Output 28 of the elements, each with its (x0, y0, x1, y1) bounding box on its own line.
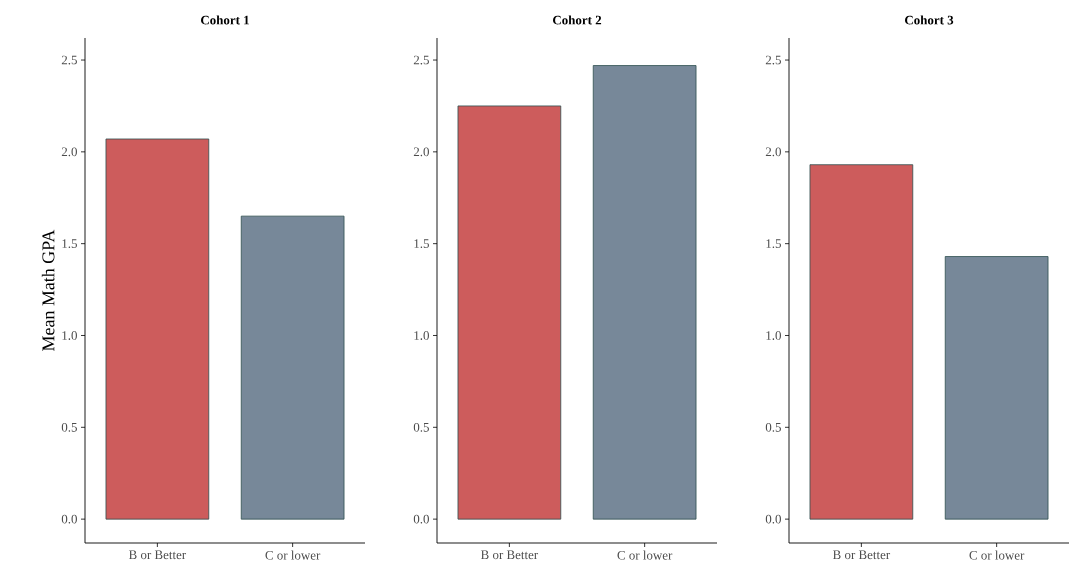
x-tick-label: B or Better (128, 550, 187, 560)
x-tick-label: C or lower (969, 550, 1025, 560)
y-tick-label: 1.0 (62, 331, 77, 340)
y-tick-label: 0.5 (413, 422, 429, 432)
x-tick-label: C or lower (265, 550, 321, 560)
y-tick-label: 1.0 (766, 331, 781, 340)
y-tick-label: 2.0 (765, 147, 781, 157)
y-tick-label: 2.5 (765, 55, 781, 65)
x-tick-label: B or Better (480, 550, 539, 560)
y-tick-label: 1.0 (414, 331, 429, 340)
y-tick-label: 1.5 (62, 239, 77, 249)
x-tick-label: B or Better (832, 550, 891, 560)
y-axis-title: Mean Math GPA (41, 229, 55, 351)
x-tick-label: C or lower (617, 550, 673, 560)
y-tick-label: 2.5 (61, 55, 77, 65)
y-tick-label: 0.0 (413, 514, 429, 524)
y-tick-label: 2.5 (413, 55, 429, 65)
chart-title: Cohort 2 (552, 15, 602, 25)
chart-title: Cohort 1 (200, 15, 249, 25)
y-tick-label: 0.0 (765, 514, 781, 524)
y-tick-label: 2.0 (413, 147, 429, 157)
y-tick-label: 1.5 (414, 239, 429, 249)
y-tick-label: 0.0 (61, 514, 77, 524)
y-tick-label: 0.5 (61, 422, 77, 432)
y-tick-label: 2.0 (61, 147, 77, 157)
y-tick-label: 0.5 (765, 422, 781, 432)
chart-title: Cohort 3 (904, 15, 954, 25)
y-tick-label: 1.5 (766, 239, 781, 249)
